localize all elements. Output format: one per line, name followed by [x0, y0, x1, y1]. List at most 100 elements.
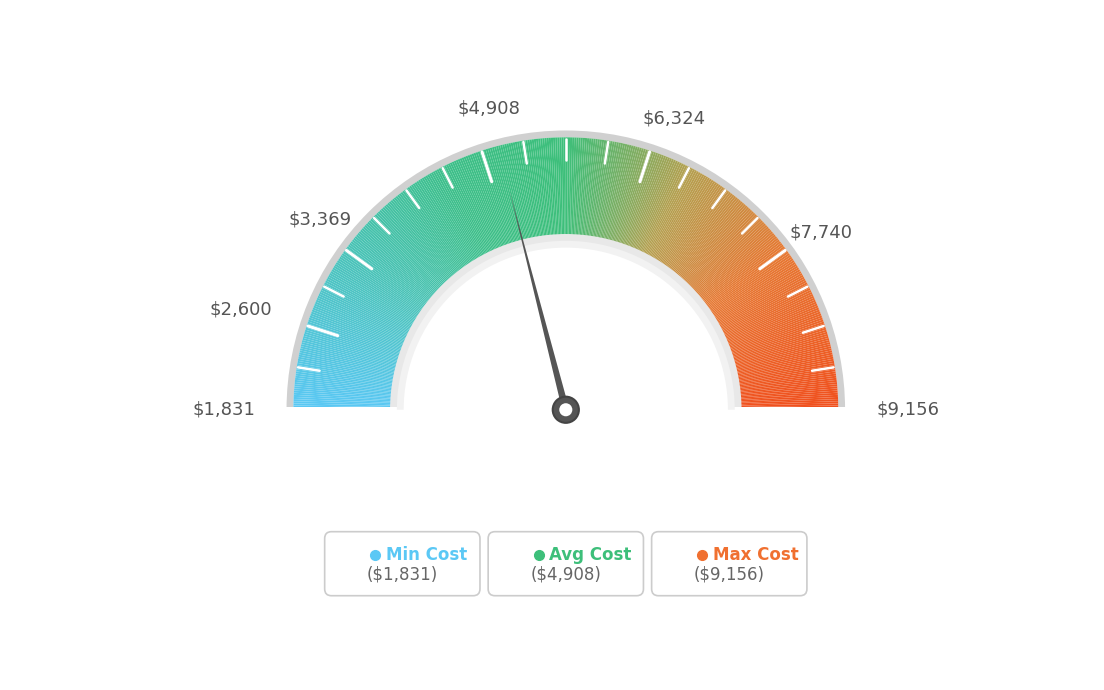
- FancyBboxPatch shape: [488, 532, 644, 595]
- Wedge shape: [702, 250, 787, 312]
- Wedge shape: [734, 397, 838, 403]
- Wedge shape: [341, 253, 427, 314]
- Wedge shape: [404, 248, 728, 410]
- Wedge shape: [456, 159, 499, 255]
- Wedge shape: [490, 148, 520, 248]
- Circle shape: [553, 397, 578, 423]
- Wedge shape: [702, 248, 786, 310]
- Wedge shape: [505, 144, 529, 245]
- Wedge shape: [686, 217, 760, 291]
- Wedge shape: [634, 161, 678, 256]
- Wedge shape: [726, 328, 826, 360]
- Wedge shape: [562, 137, 564, 241]
- Wedge shape: [542, 138, 552, 241]
- Wedge shape: [664, 188, 726, 273]
- Wedge shape: [683, 214, 757, 289]
- Wedge shape: [359, 231, 438, 300]
- Wedge shape: [318, 294, 413, 339]
- Wedge shape: [502, 144, 528, 246]
- Text: ($4,908): ($4,908): [530, 566, 602, 584]
- Wedge shape: [678, 206, 747, 284]
- Wedge shape: [514, 141, 535, 244]
- Wedge shape: [575, 138, 583, 241]
- Wedge shape: [693, 231, 773, 300]
- Wedge shape: [591, 140, 608, 243]
- Wedge shape: [673, 200, 741, 280]
- Wedge shape: [725, 319, 824, 355]
- Wedge shape: [718, 292, 813, 338]
- Wedge shape: [474, 152, 510, 250]
- Wedge shape: [476, 152, 511, 250]
- Wedge shape: [605, 145, 631, 246]
- Wedge shape: [708, 262, 796, 319]
- Wedge shape: [730, 346, 831, 372]
- Wedge shape: [585, 139, 599, 242]
- Wedge shape: [484, 149, 517, 248]
- Wedge shape: [325, 280, 417, 331]
- Wedge shape: [422, 177, 478, 266]
- Wedge shape: [389, 201, 457, 282]
- Wedge shape: [609, 146, 638, 247]
- Wedge shape: [301, 342, 402, 369]
- Wedge shape: [305, 330, 404, 362]
- Wedge shape: [343, 251, 428, 313]
- Wedge shape: [493, 146, 522, 247]
- Wedge shape: [395, 196, 461, 278]
- Wedge shape: [679, 207, 750, 285]
- Wedge shape: [496, 146, 523, 246]
- Wedge shape: [645, 169, 696, 261]
- Wedge shape: [435, 170, 486, 262]
- Wedge shape: [733, 375, 837, 390]
- Wedge shape: [401, 192, 465, 275]
- Wedge shape: [707, 260, 795, 318]
- Wedge shape: [352, 239, 434, 305]
- Wedge shape: [302, 336, 403, 365]
- Wedge shape: [644, 168, 693, 260]
- Wedge shape: [615, 149, 648, 248]
- Wedge shape: [319, 292, 414, 338]
- Wedge shape: [735, 408, 838, 410]
- Wedge shape: [733, 371, 836, 387]
- Wedge shape: [294, 386, 397, 397]
- Wedge shape: [427, 174, 481, 264]
- Text: $6,324: $6,324: [643, 110, 705, 128]
- Wedge shape: [364, 225, 442, 296]
- Wedge shape: [354, 236, 436, 303]
- Wedge shape: [350, 241, 433, 306]
- Wedge shape: [734, 395, 838, 402]
- Wedge shape: [667, 192, 731, 275]
- Wedge shape: [571, 137, 576, 241]
- Wedge shape: [535, 139, 549, 242]
- Wedge shape: [295, 375, 399, 390]
- Wedge shape: [512, 142, 534, 244]
- Wedge shape: [638, 164, 683, 257]
- Wedge shape: [330, 271, 421, 325]
- Wedge shape: [540, 138, 551, 241]
- Wedge shape: [528, 139, 543, 242]
- Wedge shape: [297, 361, 400, 381]
- Wedge shape: [669, 195, 734, 277]
- Wedge shape: [358, 233, 437, 301]
- Wedge shape: [305, 332, 404, 363]
- Wedge shape: [732, 363, 835, 382]
- Wedge shape: [661, 186, 722, 272]
- Wedge shape: [734, 388, 838, 398]
- Wedge shape: [363, 226, 440, 297]
- Wedge shape: [420, 179, 477, 267]
- Wedge shape: [298, 359, 400, 380]
- Wedge shape: [296, 371, 399, 387]
- Wedge shape: [729, 340, 830, 368]
- Wedge shape: [651, 175, 707, 265]
- Polygon shape: [253, 407, 879, 415]
- Wedge shape: [627, 156, 666, 253]
- Wedge shape: [519, 141, 538, 244]
- Wedge shape: [464, 157, 503, 253]
- Wedge shape: [724, 317, 822, 354]
- Wedge shape: [567, 137, 570, 241]
- Wedge shape: [378, 211, 450, 288]
- Wedge shape: [294, 393, 397, 400]
- Wedge shape: [661, 184, 721, 270]
- Wedge shape: [731, 348, 831, 373]
- Wedge shape: [372, 217, 446, 291]
- Wedge shape: [734, 406, 838, 408]
